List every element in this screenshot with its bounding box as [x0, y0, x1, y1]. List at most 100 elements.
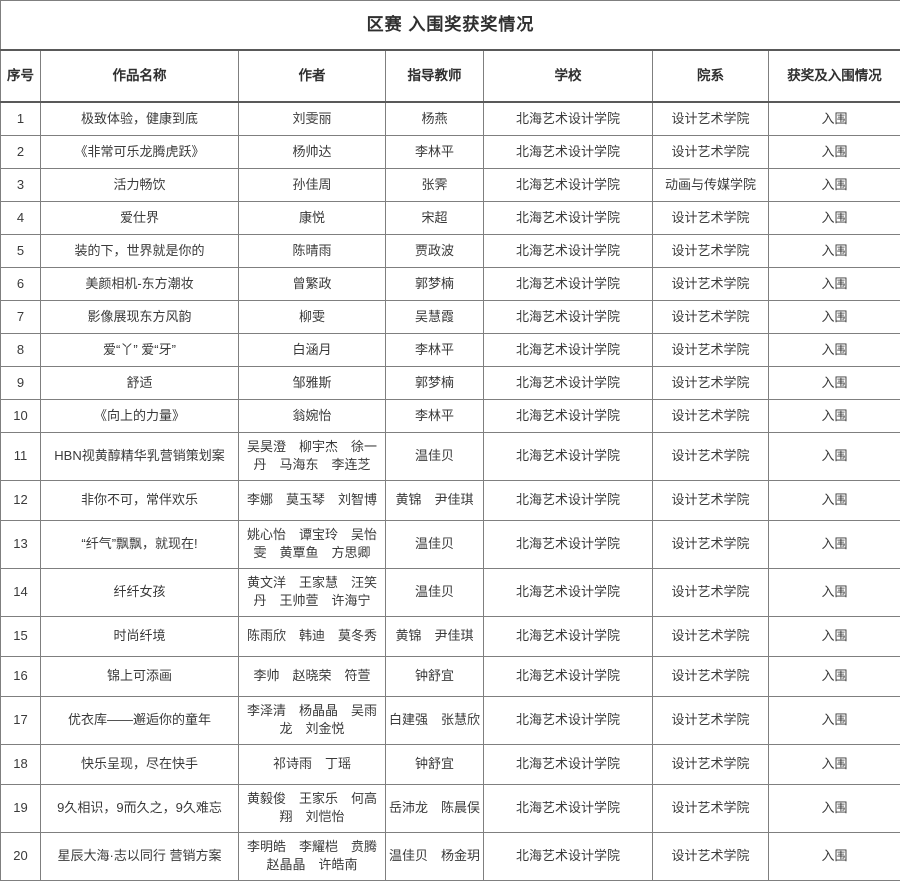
cell-no: 10	[1, 399, 41, 432]
cell-authors: 李娜 莫玉琴 刘智博	[239, 480, 386, 520]
cell-status: 入围	[769, 135, 900, 168]
table-row: 14 纤纤女孩 黄文洋 王家慧 汪笑丹 王帅萱 许海宁 温佳贝 北海艺术设计学院…	[1, 568, 900, 616]
table-row: 17 优衣库——邂逅你的童年 李泽清 杨晶晶 吴雨龙 刘金悦 白建强 张慧欣 北…	[1, 696, 900, 744]
cell-no: 7	[1, 300, 41, 333]
cell-teachers: 郭梦楠	[386, 267, 484, 300]
cell-teachers: 白建强 张慧欣	[386, 696, 484, 744]
cell-no: 3	[1, 168, 41, 201]
cell-status: 入围	[769, 696, 900, 744]
cell-school: 北海艺术设计学院	[484, 696, 653, 744]
cell-dept: 设计艺术学院	[653, 784, 769, 832]
cell-dept: 设计艺术学院	[653, 616, 769, 656]
table-row: 7 影像展现东方风韵 柳雯 吴慧霞 北海艺术设计学院 设计艺术学院 入围	[1, 300, 900, 333]
cell-status: 入围	[769, 520, 900, 568]
table-row: 9 舒适 邹雅斯 郭梦楠 北海艺术设计学院 设计艺术学院 入围	[1, 366, 900, 399]
cell-school: 北海艺术设计学院	[484, 432, 653, 480]
cell-work: 爱仕界	[41, 201, 239, 234]
cell-work: 时尚纤境	[41, 616, 239, 656]
cell-school: 北海艺术设计学院	[484, 399, 653, 432]
cell-teachers: 郭梦楠	[386, 366, 484, 399]
cell-teachers: 杨燕	[386, 102, 484, 135]
cell-work: 《向上的力量》	[41, 399, 239, 432]
cell-authors: 黄文洋 王家慧 汪笑丹 王帅萱 许海宁	[239, 568, 386, 616]
cell-work: 优衣库——邂逅你的童年	[41, 696, 239, 744]
cell-authors: 杨帅达	[239, 135, 386, 168]
cell-no: 9	[1, 366, 41, 399]
table-row: 1 极致体验，健康到底 刘雯丽 杨燕 北海艺术设计学院 设计艺术学院 入围	[1, 102, 900, 135]
cell-no: 6	[1, 267, 41, 300]
cell-status: 入围	[769, 333, 900, 366]
cell-work: HBN视黄醇精华乳营销策划案	[41, 432, 239, 480]
cell-authors: 邹雅斯	[239, 366, 386, 399]
cell-work: 纤纤女孩	[41, 568, 239, 616]
cell-authors: 白涵月	[239, 333, 386, 366]
cell-authors: 翁婉怡	[239, 399, 386, 432]
table-row: 20 星辰大海·志以同行 营销方案 李明皓 李耀桤 贲腾 赵晶晶 许皓南 温佳贝…	[1, 832, 900, 880]
cell-status: 入围	[769, 300, 900, 333]
table-row: 8 爱“丫” 爱“牙” 白涵月 李林平 北海艺术设计学院 设计艺术学院 入围	[1, 333, 900, 366]
cell-status: 入围	[769, 168, 900, 201]
cell-dept: 设计艺术学院	[653, 300, 769, 333]
cell-authors: 李明皓 李耀桤 贲腾 赵晶晶 许皓南	[239, 832, 386, 880]
table-row: 10 《向上的力量》 翁婉怡 李林平 北海艺术设计学院 设计艺术学院 入围	[1, 399, 900, 432]
cell-authors: 康悦	[239, 201, 386, 234]
cell-school: 北海艺术设计学院	[484, 333, 653, 366]
col-header-no: 序号	[1, 50, 41, 102]
cell-authors: 柳雯	[239, 300, 386, 333]
table-row: 11 HBN视黄醇精华乳营销策划案 吴昊澄 柳宇杰 徐一丹 马海东 李连芝 温佳…	[1, 432, 900, 480]
cell-no: 18	[1, 744, 41, 784]
table-row: 4 爱仕界 康悦 宋超 北海艺术设计学院 设计艺术学院 入围	[1, 201, 900, 234]
cell-dept: 设计艺术学院	[653, 135, 769, 168]
table-row: 19 9久相识，9而久之，9久难忘 黄毅俊 王家乐 何高翔 刘恺怡 岳沛龙 陈晨…	[1, 784, 900, 832]
cell-teachers: 温佳贝	[386, 432, 484, 480]
cell-work: 《非常可乐龙腾虎跃》	[41, 135, 239, 168]
cell-dept: 设计艺术学院	[653, 520, 769, 568]
cell-status: 入围	[769, 234, 900, 267]
cell-status: 入围	[769, 102, 900, 135]
cell-status: 入围	[769, 201, 900, 234]
cell-status: 入围	[769, 744, 900, 784]
col-header-status: 获奖及入围情况	[769, 50, 900, 102]
cell-school: 北海艺术设计学院	[484, 832, 653, 880]
cell-dept: 设计艺术学院	[653, 399, 769, 432]
cell-teachers: 李林平	[386, 399, 484, 432]
cell-teachers: 吴慧霞	[386, 300, 484, 333]
cell-dept: 设计艺术学院	[653, 267, 769, 300]
cell-school: 北海艺术设计学院	[484, 520, 653, 568]
cell-dept: 设计艺术学院	[653, 480, 769, 520]
table-row: 13 “纤气”飘飘，就现在! 姚心怡 谭宝玲 吴怡雯 黄覃鱼 方思卿 温佳贝 北…	[1, 520, 900, 568]
cell-status: 入围	[769, 432, 900, 480]
cell-no: 11	[1, 432, 41, 480]
cell-authors: 孙佳周	[239, 168, 386, 201]
table-title-row: 区赛 入围奖获奖情况	[1, 1, 900, 51]
page-title: 区赛 入围奖获奖情况	[1, 1, 900, 51]
table-row: 3 活力畅饮 孙佳周 张霁 北海艺术设计学院 动画与传媒学院 入围	[1, 168, 900, 201]
cell-dept: 设计艺术学院	[653, 432, 769, 480]
col-header-work: 作品名称	[41, 50, 239, 102]
cell-school: 北海艺术设计学院	[484, 300, 653, 333]
cell-school: 北海艺术设计学院	[484, 234, 653, 267]
cell-authors: 姚心怡 谭宝玲 吴怡雯 黄覃鱼 方思卿	[239, 520, 386, 568]
cell-teachers: 黄锦 尹佳琪	[386, 480, 484, 520]
cell-status: 入围	[769, 480, 900, 520]
cell-teachers: 宋超	[386, 201, 484, 234]
table-row: 6 美颜相机-东方潮妆 曾繁政 郭梦楠 北海艺术设计学院 设计艺术学院 入围	[1, 267, 900, 300]
cell-work: “纤气”飘飘，就现在!	[41, 520, 239, 568]
cell-status: 入围	[769, 399, 900, 432]
cell-dept: 动画与传媒学院	[653, 168, 769, 201]
cell-no: 20	[1, 832, 41, 880]
cell-no: 13	[1, 520, 41, 568]
cell-teachers: 张霁	[386, 168, 484, 201]
cell-work: 9久相识，9而久之，9久难忘	[41, 784, 239, 832]
cell-no: 16	[1, 656, 41, 696]
cell-status: 入围	[769, 366, 900, 399]
cell-no: 2	[1, 135, 41, 168]
cell-teachers: 李林平	[386, 333, 484, 366]
table-header-row: 序号 作品名称 作者 指导教师 学校 院系 获奖及入围情况	[1, 50, 900, 102]
cell-no: 17	[1, 696, 41, 744]
cell-dept: 设计艺术学院	[653, 832, 769, 880]
cell-work: 锦上可添画	[41, 656, 239, 696]
cell-school: 北海艺术设计学院	[484, 784, 653, 832]
col-header-teachers: 指导教师	[386, 50, 484, 102]
